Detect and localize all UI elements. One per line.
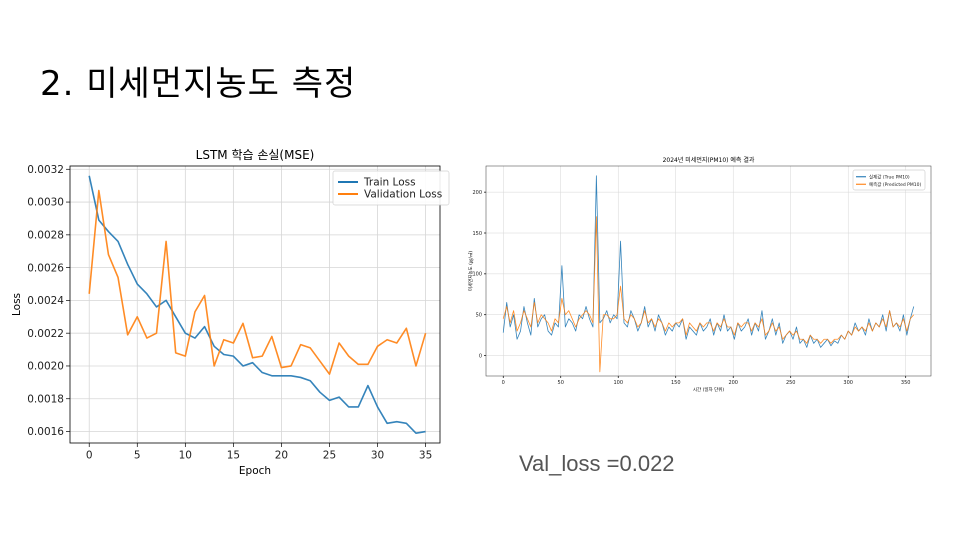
pm10-chart-frame: [485, 165, 932, 377]
pm10-chart-ylabel: 미세먼지농도 (㎍/㎥): [467, 251, 475, 292]
loss-chart-ylabel: Loss: [11, 293, 23, 316]
c1-xtick-label: 35: [419, 450, 432, 462]
c1-xtick-label: 0: [86, 450, 93, 462]
val-loss-label: Val_loss =0.022: [519, 451, 675, 476]
c2-xtick-label: 200: [728, 380, 738, 386]
c2-legend-label: 예측값 (Predicted PM10): [869, 181, 921, 188]
c1-legend-label: Train Loss: [363, 177, 416, 189]
loss-chart-grid: [70, 166, 440, 443]
c1-xtick-label: 5: [134, 450, 141, 462]
c1-ytick-label: 0.0022: [27, 328, 64, 340]
slide-title: 2. 미세먼지농도 측정: [40, 64, 357, 104]
pm10-chart-series: [502, 175, 915, 373]
c1-ytick-label: 0.0018: [27, 393, 64, 405]
loss-chart-svg: 0 5 10 15 20 25 30 35 0.0016 0.0018 0.0020 0.0022 0.…: [11, 148, 450, 477]
c1-series-line-1: [88, 189, 427, 375]
c2-xtick-label: 0: [502, 380, 505, 386]
c1-xtick-label: 10: [179, 450, 192, 462]
c1-ytick-label: 0.0028: [27, 230, 64, 242]
pm10-chart-grid: [486, 166, 931, 376]
pm10-chart-xlabel: 시간 (일자 단위): [693, 386, 724, 393]
c2-ytick-label: 0: [479, 353, 482, 359]
c2-xtick-label: 100: [613, 380, 623, 386]
loss-chart: 0 5 10 15 20 25 30 35 0.0016 0.0018 0.0020 0.0022 0.…: [0, 140, 460, 485]
c1-ytick-label: 0.0020: [27, 361, 64, 373]
c2-legend-label: 실제값 (True PM10): [869, 173, 910, 180]
c1-xtick-label: 30: [371, 450, 384, 462]
pm10-chart: 0 50 100 150 200 250 300 350 0 50 100 150 200 2024년 …: [463, 150, 938, 405]
c1-ytick-label: 0.0032: [27, 164, 64, 176]
c2-legend-box: [852, 169, 926, 191]
loss-chart-xlabel: Epoch: [239, 465, 271, 477]
c2-ytick-label: 100: [472, 272, 482, 278]
c2-xtick-label: 300: [843, 380, 853, 386]
loss-chart-title: LSTM 학습 손실(MSE): [196, 148, 315, 162]
c1-ytick-label: 0.0030: [27, 197, 64, 209]
c1-xtick-label: 15: [227, 450, 240, 462]
c1-ytick-label: 0.0016: [27, 426, 64, 438]
c2-xtick-label: 150: [671, 380, 681, 386]
c1-legend-label: Validation Loss: [364, 189, 442, 201]
c1-xtick-label: 20: [275, 450, 288, 462]
pm10-chart-legend: 실제값 (True PM10)예측값 (Predicted PM10): [852, 169, 926, 191]
c2-ytick-label: 150: [472, 231, 482, 237]
c2-ytick-label: 50: [476, 312, 482, 318]
c2-series-line-1: [502, 216, 915, 373]
c2-ytick-label: 200: [472, 190, 482, 196]
c1-xtick-label: 25: [323, 450, 336, 462]
c2-xtick-label: 250: [786, 380, 796, 386]
c1-series-line-0: [88, 175, 426, 434]
c1-ytick-label: 0.0026: [27, 262, 64, 274]
c2-xtick-label: 350: [901, 380, 911, 386]
c2-xtick-label: 50: [558, 380, 564, 386]
c1-legend-box: [332, 170, 450, 206]
pm10-chart-title: 2024년 미세먼지(PM10) 예측 결과: [663, 156, 755, 164]
c1-ytick-label: 0.0024: [27, 295, 64, 307]
pm10-chart-svg: 0 50 100 150 200 250 300 350 0 50 100 150 200 2024년 …: [463, 150, 938, 405]
pm10-chart-ticks: 0 50 100 150 200 250 300 350 0 50 100 150 200: [472, 190, 910, 386]
loss-chart-ticks: 0 5 10 15 20 25 30 35 0.0016 0.0018 0.0020 0.0022 0.…: [27, 164, 432, 462]
loss-chart-series: [88, 175, 427, 434]
loss-chart-frame: [69, 165, 441, 444]
